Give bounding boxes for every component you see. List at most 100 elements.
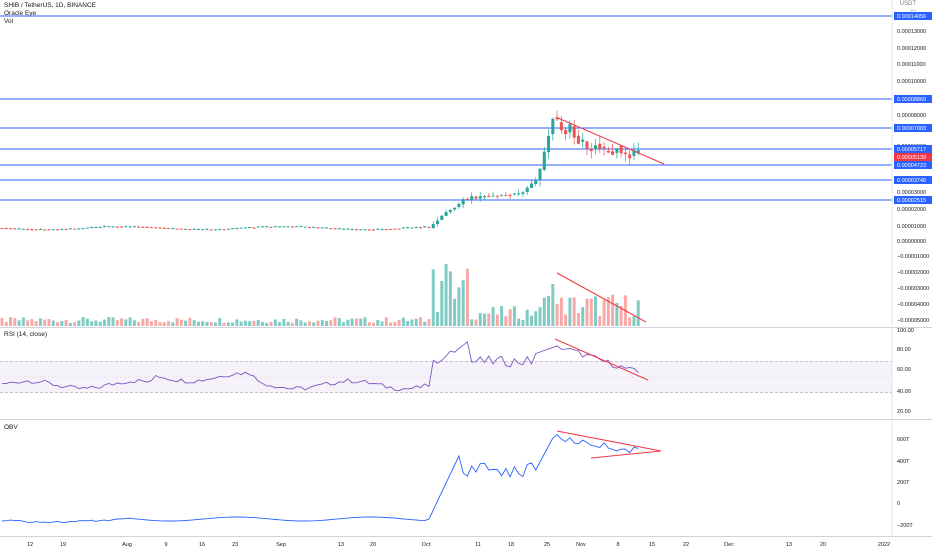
candle-body: [179, 228, 183, 230]
volume-bar: [594, 296, 598, 326]
volume-bar: [179, 319, 183, 326]
candle-body: [491, 195, 495, 197]
candle-body: [167, 228, 171, 230]
rsi-title[interactable]: RSI (14, close): [4, 331, 47, 338]
volume-bar: [423, 321, 427, 326]
volume-bar: [13, 318, 17, 326]
volume-bar: [9, 317, 13, 326]
candle-body: [410, 227, 414, 229]
candle-body: [448, 209, 452, 212]
volume-bar: [611, 294, 615, 326]
time-axis-label: Dec: [724, 542, 734, 548]
price-tag: [894, 124, 932, 132]
rsi-pane[interactable]: [0, 338, 932, 420]
candle-body: [521, 192, 525, 194]
candle-body: [401, 227, 405, 229]
volume-bar: [312, 322, 316, 326]
volume-bar: [278, 322, 282, 326]
obv-axis-label: 400T: [897, 459, 910, 465]
volume-bar: [231, 322, 235, 326]
candle-body: [278, 226, 282, 228]
obv-trendline-upper: [556, 430, 662, 452]
volume-bar: [307, 321, 311, 326]
volume-bar: [491, 307, 495, 326]
volume-bar: [474, 319, 478, 326]
volume-bar: [470, 319, 474, 326]
candle-body: [581, 139, 585, 142]
volume-bar: [504, 316, 508, 326]
volume-bar: [90, 321, 94, 326]
price-axis-label: 0.00010000: [897, 79, 926, 85]
obv-title[interactable]: OBV: [4, 424, 18, 431]
volume-bar: [589, 298, 593, 326]
candle-body: [188, 229, 192, 231]
volume-bar: [427, 319, 431, 326]
candle-body: [214, 229, 217, 231]
volume-bar: [256, 319, 260, 326]
candle-body: [389, 228, 393, 230]
volume-bar: [359, 318, 363, 326]
candle-body: [380, 229, 384, 231]
candle-body: [350, 229, 354, 231]
volume-bar: [265, 322, 269, 326]
candle-body: [286, 226, 290, 228]
candle-body: [333, 228, 337, 230]
volume-trendline: [556, 272, 647, 323]
price-tag-text: 0.00005139: [897, 155, 926, 161]
candle-body: [201, 229, 205, 231]
oracle-eye-indicator-label[interactable]: Oracle Eye: [4, 10, 37, 17]
volume-bar: [585, 298, 589, 326]
volume-bar: [606, 297, 610, 326]
price-axis-label: 0.00000000: [897, 239, 926, 245]
candle-body: [132, 226, 136, 228]
volume-bar: [320, 320, 324, 326]
volume-bar: [576, 313, 580, 326]
volume-bar: [120, 318, 124, 326]
time-axis-label: 20: [370, 542, 376, 548]
candle-body: [376, 228, 380, 230]
time-axis-label: 2022: [878, 542, 890, 548]
volume-bar: [94, 320, 98, 326]
price-axis-label: −0.00002000: [897, 270, 929, 276]
volume-bar: [303, 322, 307, 326]
candle-body: [440, 215, 444, 220]
volume-bar: [162, 322, 166, 326]
candle-body: [342, 228, 346, 230]
candle-body: [137, 226, 141, 228]
volume-bar: [333, 317, 337, 326]
candle-body: [384, 229, 388, 231]
candle-body: [534, 180, 538, 184]
obv-pane[interactable]: [1, 430, 662, 524]
price-trendline: [557, 117, 665, 165]
volume-bar: [534, 311, 538, 326]
candle-body: [34, 229, 38, 231]
price-axis[interactable]: 0.00013000 0.00012000 0.00011000 0.00010000…: [891, 0, 932, 536]
candle-body: [504, 195, 508, 197]
time-axis[interactable]: 12 19 Aug 9 16 23 Sep 13 20 Oct 11 18 25 Nov 8 15 22 Dec 1…: [0, 536, 932, 549]
candle-body: [205, 228, 209, 230]
obv-axis-label: 600T: [897, 437, 910, 443]
volume-bar: [329, 320, 333, 326]
time-axis-label: 12: [27, 542, 33, 548]
candle-body: [576, 135, 580, 144]
volume-bar: [205, 321, 209, 326]
volume-indicator-label[interactable]: Vol: [4, 18, 14, 25]
candle-body: [585, 141, 589, 149]
candle-body: [94, 226, 98, 228]
candle-body: [248, 227, 252, 229]
symbol-legend[interactable]: SHIB / TetherUS, 1D, BINANCE Oracle Eye …: [4, 2, 96, 26]
price-pane[interactable]: [0, 15, 932, 328]
candle-body: [68, 228, 72, 230]
candle-body: [235, 228, 239, 230]
candle-body: [9, 228, 13, 230]
price-tag-text: 0.00002515: [897, 198, 926, 204]
candle-body: [371, 229, 375, 231]
candle-body: [461, 199, 465, 205]
price-tag-text: 0.00014056: [897, 14, 926, 20]
candle-body: [517, 193, 521, 195]
volume-bar: [598, 315, 602, 326]
volume-bar: [107, 317, 111, 326]
price-tag: [894, 153, 932, 161]
obv-trendline-lower: [590, 450, 662, 459]
